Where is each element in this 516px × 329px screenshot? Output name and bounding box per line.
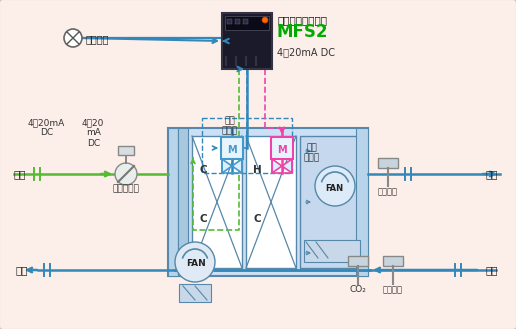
Bar xyxy=(246,136,296,268)
Bar xyxy=(378,158,398,168)
Text: 排気: 排気 xyxy=(16,265,28,275)
Text: FAN: FAN xyxy=(186,259,206,268)
Bar xyxy=(243,19,248,24)
Text: 室内温度: 室内温度 xyxy=(86,34,109,44)
Bar xyxy=(168,128,368,276)
Bar xyxy=(348,256,368,266)
Text: スプリット演算器: スプリット演算器 xyxy=(277,15,327,25)
Text: 給気: 給気 xyxy=(486,169,498,179)
Bar xyxy=(222,13,272,69)
Text: 冷水
バルブ: 冷水 バルブ xyxy=(222,116,238,136)
Text: M: M xyxy=(277,145,286,155)
Text: 温水
バルブ: 温水 バルブ xyxy=(304,143,320,163)
Text: 4～20
mA
DC: 4～20 mA DC xyxy=(82,118,104,148)
Text: M: M xyxy=(227,145,237,155)
Bar xyxy=(356,128,368,276)
Text: 4～20mA
DC: 4～20mA DC xyxy=(28,118,65,138)
Bar xyxy=(272,159,292,173)
Bar xyxy=(221,137,243,159)
Text: FAN: FAN xyxy=(325,184,343,193)
Circle shape xyxy=(64,29,82,47)
Bar xyxy=(179,284,211,302)
Circle shape xyxy=(175,242,215,282)
Bar xyxy=(178,128,188,276)
Circle shape xyxy=(115,163,137,185)
Bar xyxy=(192,136,242,268)
Circle shape xyxy=(315,166,355,206)
Text: 還気: 還気 xyxy=(486,265,498,275)
Text: 外気: 外気 xyxy=(14,169,26,179)
Polygon shape xyxy=(222,159,242,173)
Text: MFS2: MFS2 xyxy=(277,23,329,41)
Text: C: C xyxy=(199,165,206,175)
Text: 4～20mA DC: 4～20mA DC xyxy=(277,47,335,57)
Bar xyxy=(225,16,269,30)
Bar xyxy=(118,146,134,155)
Text: CO₂: CO₂ xyxy=(349,285,366,294)
Polygon shape xyxy=(272,159,292,173)
Bar xyxy=(271,137,293,159)
Bar xyxy=(383,256,403,266)
Text: 外気ダンパ: 外気ダンパ xyxy=(112,184,139,193)
Text: 給気温度: 給気温度 xyxy=(378,187,398,196)
Bar xyxy=(235,19,240,24)
Circle shape xyxy=(262,17,268,23)
Text: 還気温度: 還気温度 xyxy=(383,285,403,294)
Text: C: C xyxy=(199,214,206,224)
Bar xyxy=(168,128,178,276)
Bar xyxy=(227,19,232,24)
Bar xyxy=(300,136,366,268)
Text: C: C xyxy=(253,214,261,224)
Bar xyxy=(222,159,242,173)
Bar xyxy=(304,240,360,262)
Text: H: H xyxy=(253,165,262,175)
